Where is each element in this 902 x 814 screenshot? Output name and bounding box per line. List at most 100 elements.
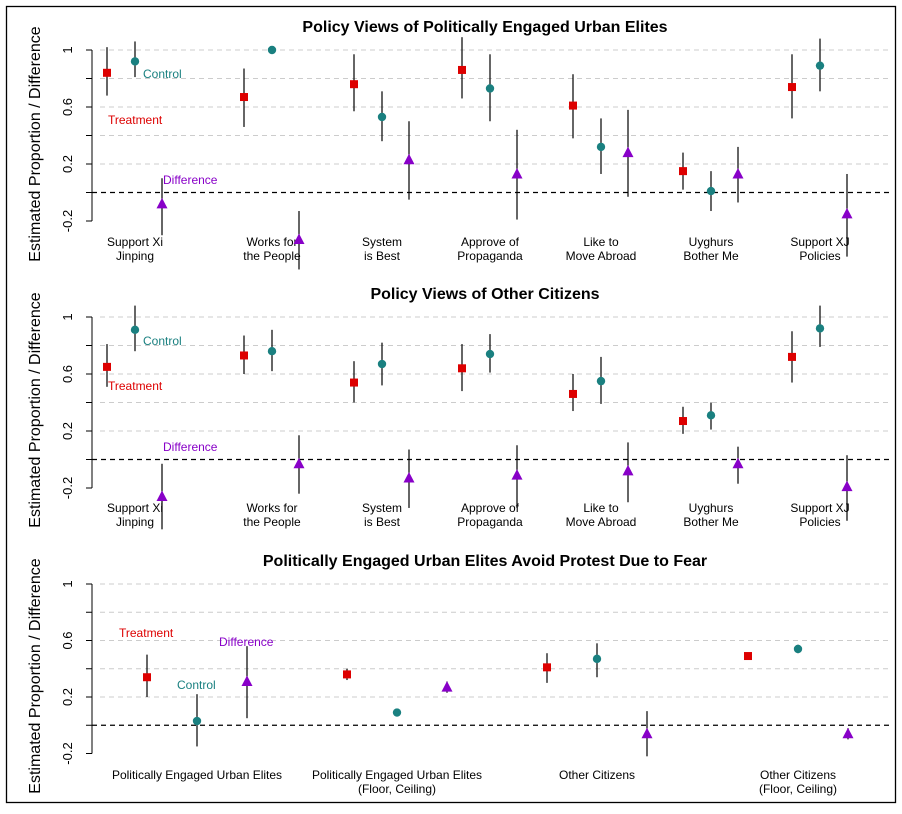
y-tick-label: 0.6	[60, 631, 75, 649]
y-axis-label: Estimated Proportion / Difference	[27, 26, 44, 261]
y-tick-label: 1	[60, 313, 75, 320]
control-point	[706, 186, 716, 196]
category-label: Bother Me	[683, 249, 739, 263]
category-label: Propaganda	[457, 249, 523, 263]
category-label: Support Xi	[107, 501, 163, 515]
treatment-point	[569, 101, 577, 110]
treatment-point	[103, 68, 111, 77]
control-point	[596, 142, 606, 152]
category-label: Politically Engaged Urban Elites	[112, 768, 282, 782]
difference-point	[841, 480, 853, 492]
y-tick-label: -0.2	[60, 477, 75, 499]
figure-frame	[5, 5, 897, 804]
category-label: is Best	[364, 249, 401, 263]
panel-title: Policy Views of Politically Engaged Urba…	[302, 19, 667, 36]
category-label: Other Citizens	[760, 768, 836, 782]
y-tick-label: 0.6	[60, 98, 75, 116]
category-label: Bother Me	[683, 515, 739, 529]
category-label: Move Abroad	[566, 249, 637, 263]
category-label: (Floor, Ceiling)	[358, 782, 436, 796]
panel-3: Politically Engaged Urban Elites Avoid P…	[27, 553, 890, 796]
series-annotation-treatment: Treatment	[108, 379, 163, 393]
category-label: Jinping	[116, 515, 154, 529]
control-point	[192, 716, 202, 726]
difference-point	[511, 167, 523, 179]
treatment-point	[788, 83, 796, 92]
control-point	[815, 61, 825, 70]
y-axis-label: Estimated Proportion / Difference	[27, 292, 44, 527]
treatment-point	[240, 93, 248, 102]
series-annotation-difference: Difference	[219, 635, 274, 649]
series-annotation-difference: Difference	[163, 440, 218, 454]
control-point	[793, 644, 803, 654]
treatment-point	[679, 167, 687, 176]
control-point	[267, 45, 277, 55]
series-annotation-treatment: Treatment	[119, 626, 174, 640]
difference-point	[732, 457, 744, 469]
category-label: is Best	[364, 515, 401, 529]
series-annotation-treatment: Treatment	[108, 113, 163, 127]
control-point	[377, 112, 387, 122]
category-label: (Floor, Ceiling)	[759, 782, 837, 796]
category-label: System	[362, 501, 402, 515]
control-point	[485, 349, 495, 359]
control-point	[377, 359, 387, 369]
treatment-point	[744, 652, 752, 661]
category-label: Propaganda	[457, 515, 523, 529]
treatment-point	[679, 417, 687, 426]
category-label: Works for	[246, 501, 297, 515]
control-point	[392, 708, 402, 717]
difference-point	[511, 469, 523, 480]
category-label: Support Xi	[107, 235, 163, 249]
difference-point	[622, 146, 634, 158]
treatment-point	[569, 389, 577, 398]
control-point	[267, 347, 277, 356]
panel-title: Politically Engaged Urban Elites Avoid P…	[263, 553, 707, 570]
difference-point	[841, 207, 853, 219]
control-point	[706, 411, 716, 420]
category-label: Works for	[246, 235, 297, 249]
control-point	[130, 57, 140, 66]
category-label: Like to	[583, 501, 619, 515]
category-label: Move Abroad	[566, 515, 637, 529]
difference-point	[403, 153, 415, 165]
y-tick-label: 1	[60, 46, 75, 53]
difference-point	[403, 472, 415, 483]
series-annotation-difference: Difference	[163, 173, 218, 187]
y-tick-label: -0.2	[60, 742, 75, 764]
control-point	[130, 325, 140, 335]
series-annotation-control: Control	[143, 334, 182, 348]
difference-point	[622, 464, 634, 476]
category-label: System	[362, 235, 402, 249]
y-axis-label: Estimated Proportion / Difference	[27, 558, 44, 793]
category-label: the People	[243, 515, 301, 529]
category-label: Approve of	[461, 501, 520, 515]
treatment-point	[458, 364, 466, 373]
y-tick-label: -0.2	[60, 210, 75, 232]
control-point	[592, 654, 602, 664]
y-tick-label: 0.2	[60, 155, 75, 173]
y-tick-label: 0.6	[60, 365, 75, 383]
panel-2: Policy Views of Other Citizens Estimated …	[27, 286, 890, 530]
difference-point	[441, 681, 453, 692]
difference-point	[293, 457, 305, 469]
treatment-point	[350, 378, 358, 387]
control-point	[485, 84, 495, 93]
treatment-point	[240, 351, 248, 360]
category-label: Uyghurs	[689, 235, 734, 249]
category-label: Policies	[799, 249, 840, 263]
series-annotation-control: Control	[177, 678, 216, 692]
category-label: the People	[243, 249, 301, 263]
control-point	[596, 376, 606, 386]
y-tick-label: 1	[60, 580, 75, 587]
treatment-point	[103, 362, 111, 371]
category-label: Politically Engaged Urban Elites	[312, 768, 482, 782]
category-label: Like to	[583, 235, 619, 249]
difference-point	[732, 167, 744, 179]
category-label: Jinping	[116, 249, 154, 263]
treatment-point	[788, 352, 796, 361]
difference-point	[241, 675, 253, 686]
y-tick-label: 0.2	[60, 422, 75, 440]
